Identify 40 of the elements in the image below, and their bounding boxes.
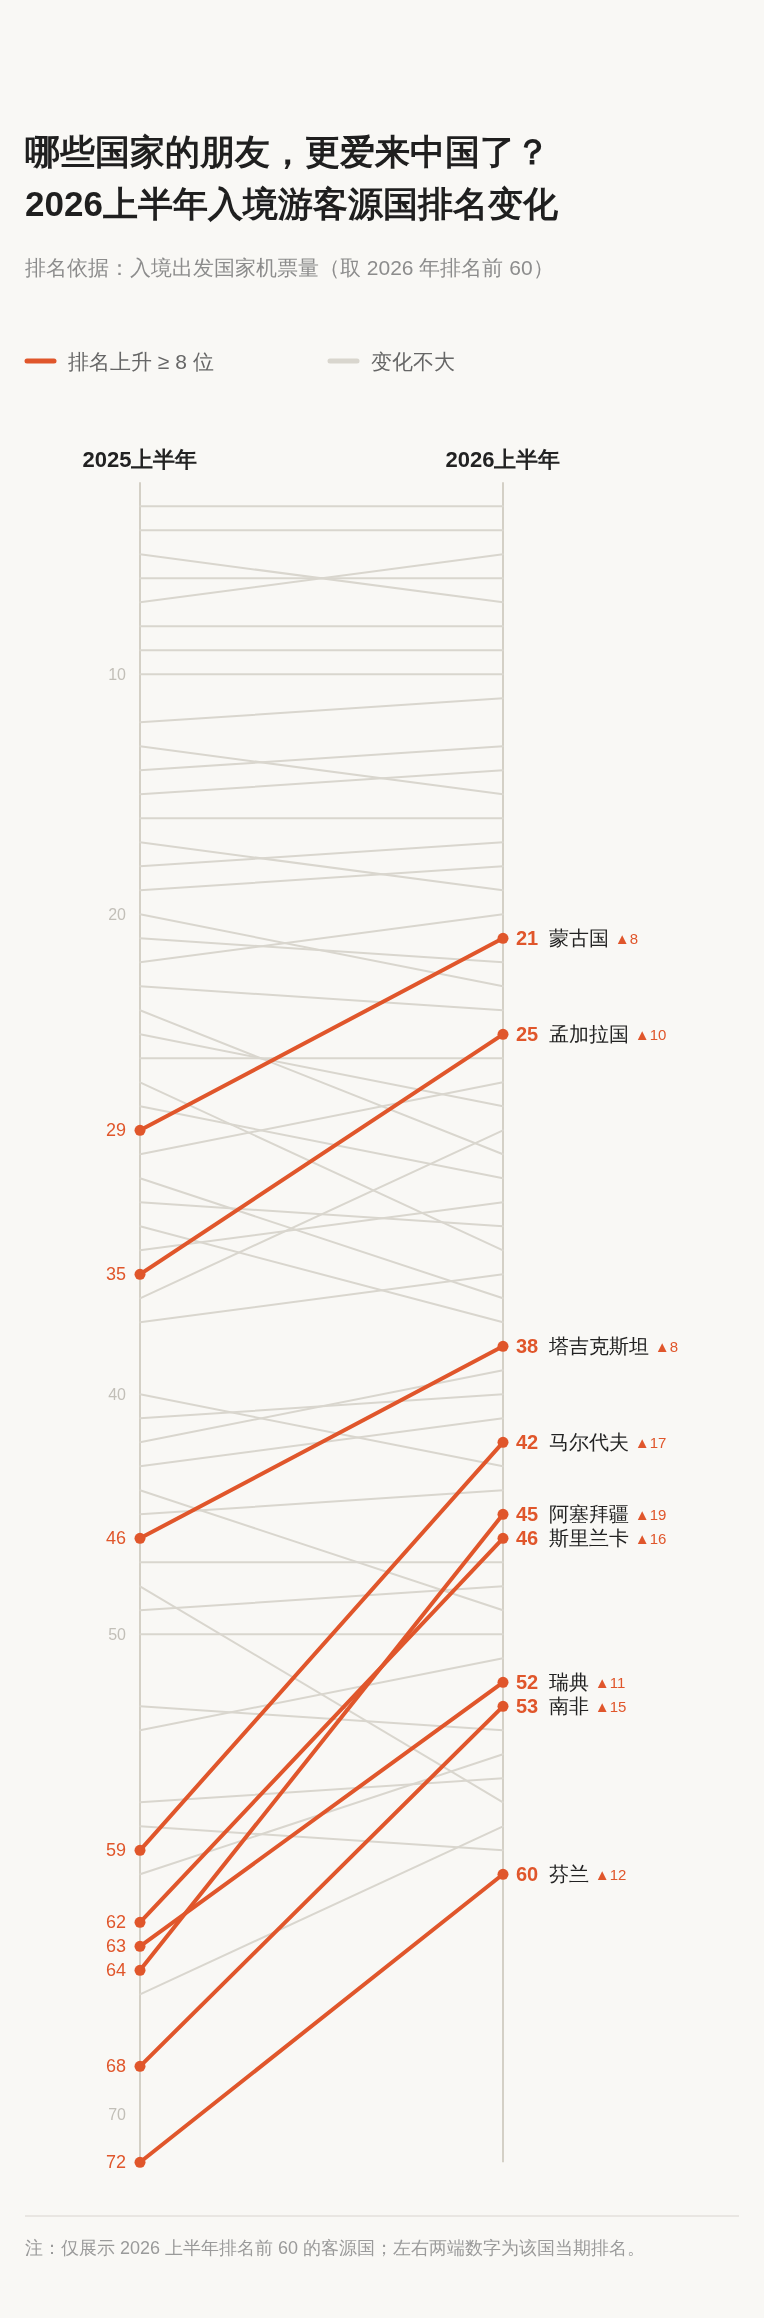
value-label: 53	[516, 1695, 539, 1718]
annotation: 塔吉克斯坦 ▲8	[549, 1335, 678, 1358]
y-tick-label: 50	[108, 1625, 126, 1643]
title: 哪些国家的朋友，更爱来中国了？	[25, 132, 550, 171]
legend-label: 变化不大	[371, 349, 455, 373]
subtitle: 排名依据：入境出发国家机票量（取 2026 年排名前 60）	[25, 256, 554, 279]
value-label: 38	[516, 1335, 539, 1358]
value-label: 25	[516, 1023, 539, 1046]
value-label: 29	[105, 1120, 126, 1141]
value-label: 42	[516, 1431, 539, 1454]
value-label: 45	[516, 1503, 539, 1526]
value-label: 72	[105, 2152, 126, 2173]
annotation: 阿塞拜疆 ▲19	[549, 1503, 667, 1526]
value-label: 60	[516, 1863, 539, 1886]
y-tick-label: 10	[108, 665, 126, 683]
value-label: 46	[516, 1527, 539, 1550]
title: 2026上半年入境游客源国排名变化	[25, 184, 558, 223]
value-label: 52	[516, 1671, 539, 1694]
legend-label: 排名上升 ≥ 8 位	[68, 349, 214, 373]
annotation: 蒙古国 ▲8	[549, 927, 638, 950]
annotation: 孟加拉国 ▲10	[549, 1023, 667, 1046]
annotation: 南非 ▲15	[549, 1695, 627, 1718]
y-tick-label: 20	[108, 905, 126, 923]
value-label: 62	[105, 1912, 126, 1933]
annotation: 瑞典 ▲11	[549, 1671, 626, 1694]
y-tick-label: 70	[108, 2105, 126, 2123]
value-label: 64	[105, 1960, 126, 1981]
x-tick-label: 2025上半年	[82, 447, 198, 473]
annotation: 马尔代夫 ▲17	[549, 1431, 667, 1454]
value-label: 35	[105, 1264, 126, 1285]
value-label: 68	[105, 2056, 126, 2077]
y-tick-label: 40	[108, 1385, 126, 1403]
value-label: 59	[105, 1840, 126, 1861]
value-label: 63	[105, 1936, 126, 1957]
annotation: 芬兰 ▲12	[549, 1863, 627, 1886]
value-label: 46	[105, 1528, 126, 1549]
note: 注：仅展示 2026 上半年排名前 60 的客源国；左右两端数字为该国当期排名。	[25, 2238, 646, 2258]
value-label: 21	[516, 927, 539, 950]
annotation: 斯里兰卡 ▲16	[549, 1527, 667, 1550]
x-tick-label: 2026上半年	[445, 447, 561, 473]
